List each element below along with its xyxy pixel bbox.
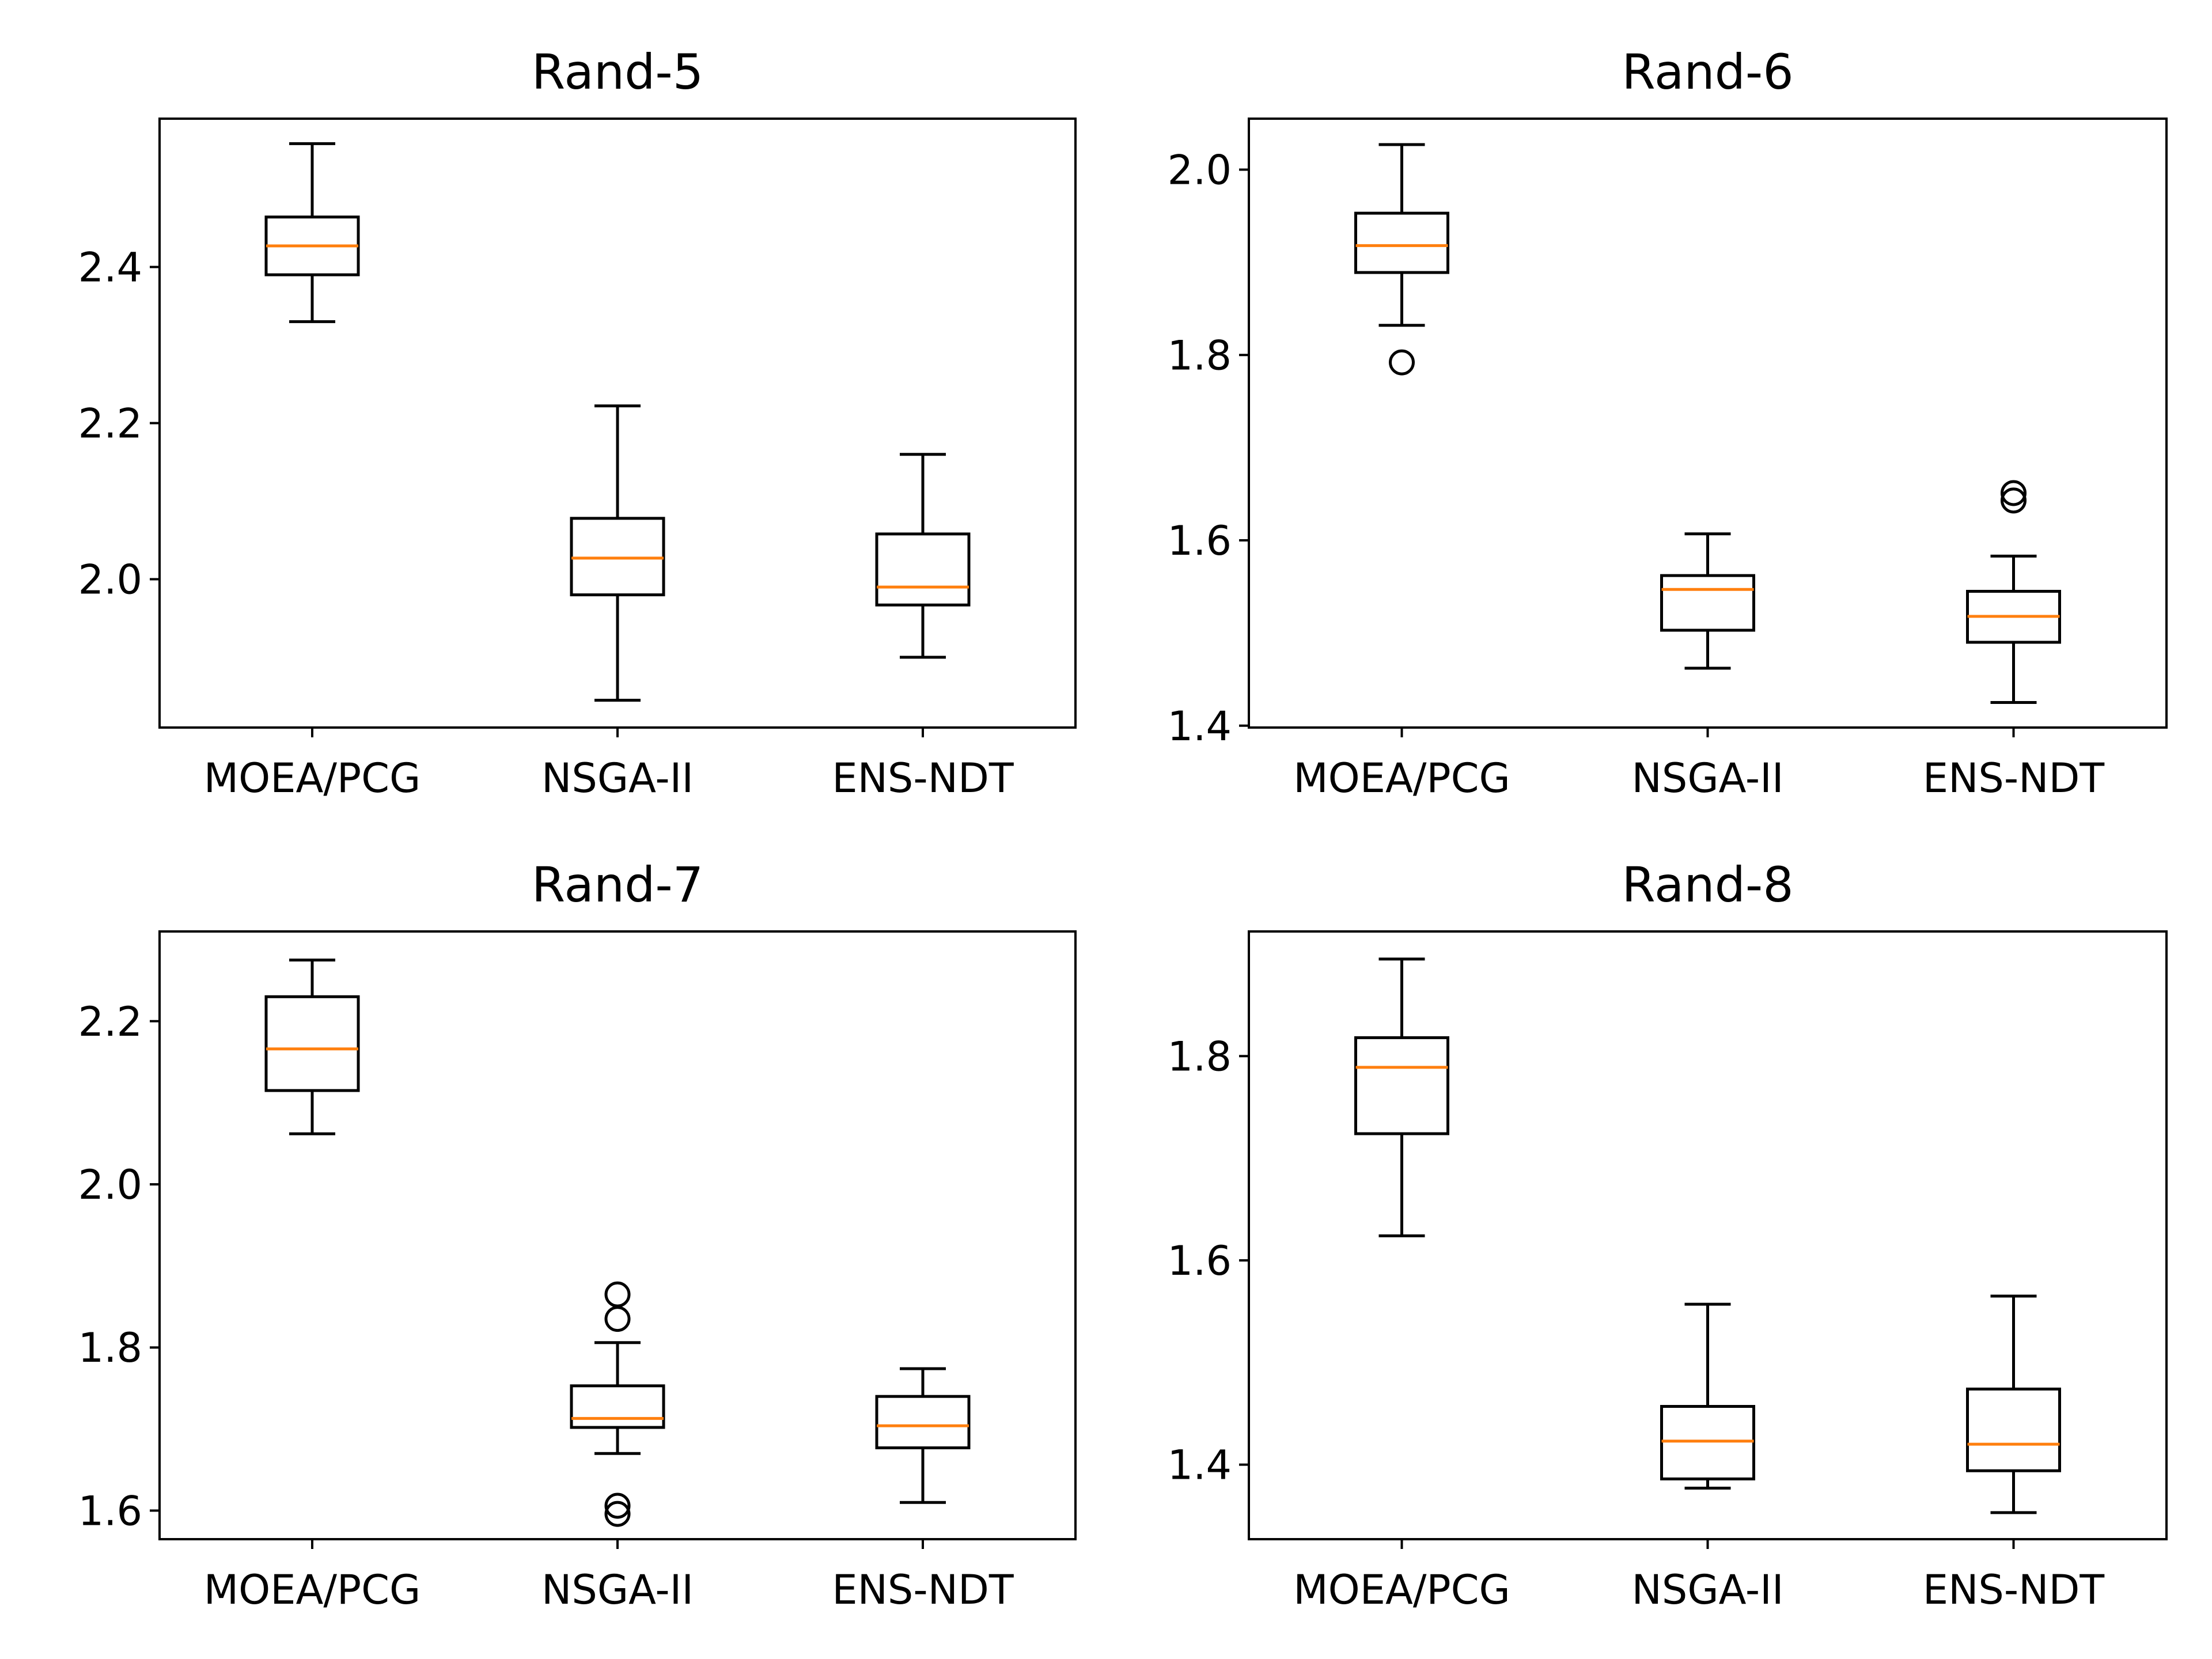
panel-4: Rand-8 1.4 1.6 1.8 MOEA/PCG NSGA-II ENS-NDT (1168, 857, 2168, 1613)
panel-3: Rand-7 1.6 1.8 2.0 2.2 MOEA/PCG NSGA-II ENS-NDT (78, 857, 1077, 1613)
iqr-box (1354, 1036, 1449, 1135)
box-ens-ndt (1966, 1294, 2061, 1514)
box-nsga-ii (570, 1281, 665, 1527)
axes-frame (1248, 118, 2168, 729)
x-tick-label: NSGA-II (541, 755, 694, 802)
y-tick-label: 2.0 (78, 1161, 142, 1209)
y-tick-label: 1.6 (1168, 517, 1232, 565)
y-tick-label: 2.2 (78, 998, 142, 1046)
outlier-point (604, 1281, 631, 1308)
x-tick-label: MOEA/PCG (1293, 1566, 1510, 1613)
axes-frame (1248, 930, 2168, 1540)
y-tick-label: 1.4 (1168, 703, 1232, 750)
x-tick-label: MOEA/PCG (1293, 755, 1510, 802)
box-moea-pcg (264, 142, 360, 323)
y-tick-label: 1.8 (1168, 332, 1232, 379)
x-tick-label: ENS-NDT (1923, 1566, 2105, 1613)
iqr-box (1660, 1404, 1755, 1480)
x-tick-label: NSGA-II (541, 1566, 694, 1613)
panel-title: Rand-8 (1622, 857, 1793, 913)
box-ens-ndt (1966, 480, 2061, 704)
outlier-point (604, 1493, 631, 1519)
iqr-box (570, 1384, 665, 1429)
panel-2: Rand-6 1.4 1.6 1.8 2.0 MOEA/PCG NSGA-II ENS-NDT (1168, 44, 2168, 802)
box-moea-pcg (1354, 143, 1449, 376)
x-tick-label: ENS-NDT (832, 1566, 1014, 1613)
iqr-box (875, 1395, 971, 1449)
x-tick-label: ENS-NDT (832, 755, 1014, 802)
y-tick-label: 2.2 (78, 400, 142, 448)
y-tick-label: 2.4 (78, 244, 142, 291)
y-tick-label: 1.8 (1168, 1033, 1232, 1080)
x-tick-label: NSGA-II (1632, 1566, 1784, 1613)
y-tick-label: 1.8 (78, 1324, 142, 1372)
box-nsga-ii (570, 404, 665, 702)
y-tick-label: 1.6 (1168, 1237, 1232, 1285)
iqr-box (1354, 211, 1449, 274)
y-tick-label: 1.4 (1168, 1442, 1232, 1489)
axes-frame (158, 118, 1077, 729)
box-moea-pcg (1354, 957, 1449, 1237)
outlier-point (604, 1501, 631, 1527)
iqr-box (1966, 1387, 2061, 1472)
x-tick-label: ENS-NDT (1923, 755, 2105, 802)
y-tick-label: 2.0 (78, 556, 142, 604)
iqr-box (875, 532, 971, 607)
y-tick-label: 2.0 (1168, 146, 1232, 194)
x-tick-label: MOEA/PCG (204, 1566, 421, 1613)
outlier-point (1389, 349, 1415, 376)
box-ens-ndt (875, 453, 971, 659)
x-tick-label: NSGA-II (1632, 755, 1784, 802)
box-moea-pcg (264, 959, 360, 1135)
panel-title: Rand-5 (532, 44, 703, 100)
box-nsga-ii (1660, 532, 1755, 670)
outlier-point (2001, 487, 2027, 514)
box-ens-ndt (875, 1367, 971, 1504)
box-nsga-ii (1660, 1302, 1755, 1490)
panel-title: Rand-6 (1622, 44, 1793, 100)
axes-frame (158, 930, 1077, 1540)
iqr-box (570, 517, 665, 597)
outlier-point (604, 1306, 631, 1332)
panel-1: Rand-5 2.0 2.2 2.4 MOEA/PCG NSGA-II ENS-NDT (78, 44, 1077, 802)
outlier-point (2001, 480, 2027, 506)
panel-title: Rand-7 (532, 857, 703, 913)
iqr-box (1660, 574, 1755, 632)
y-tick-label: 1.6 (78, 1487, 142, 1535)
iqr-box (264, 995, 360, 1092)
x-tick-label: MOEA/PCG (204, 755, 421, 802)
